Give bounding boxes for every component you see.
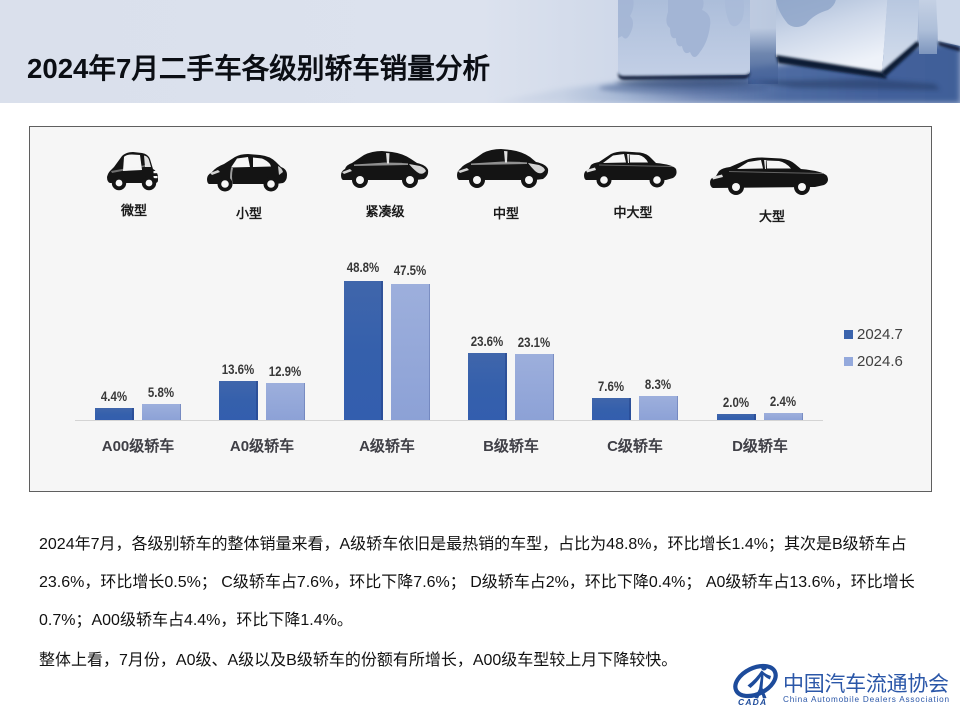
- svg-text:CADA: CADA: [738, 697, 767, 707]
- svg-text:China Automobile Dealers Assoc: China Automobile Dealers Association: [783, 695, 949, 704]
- svg-text:中国汽车流通协会: 中国汽车流通协会: [783, 673, 949, 696]
